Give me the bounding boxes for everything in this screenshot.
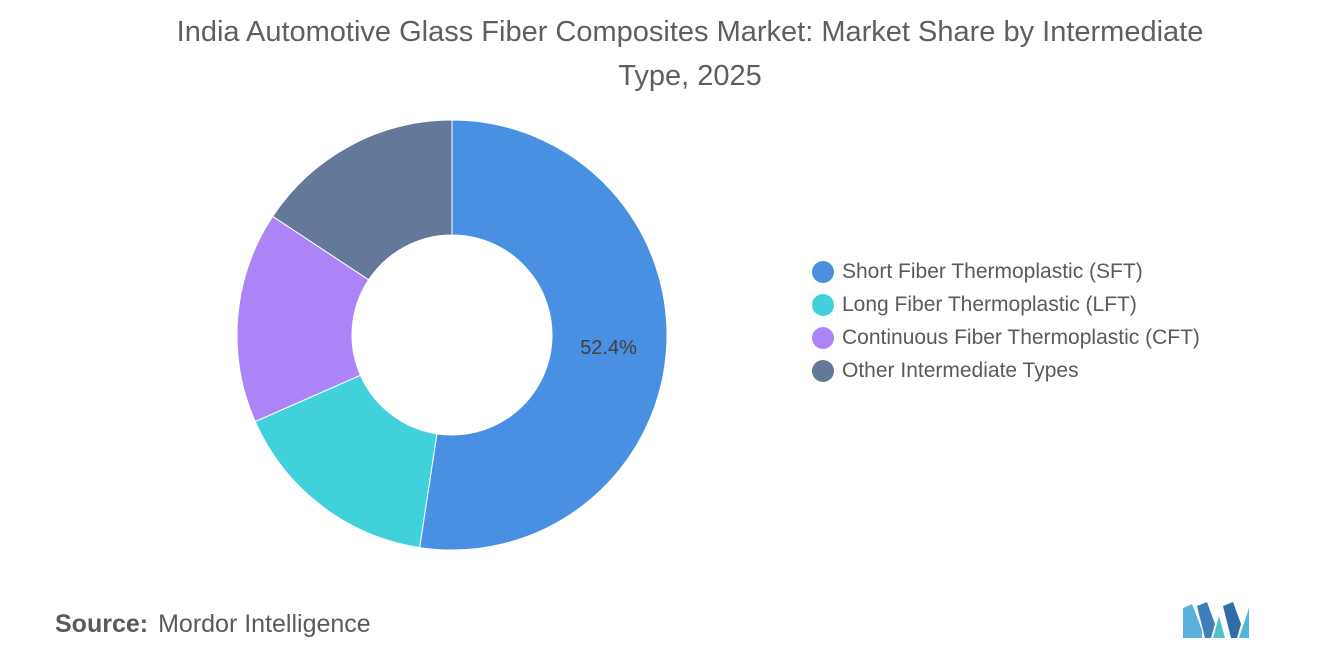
source-label: Source: xyxy=(55,610,149,638)
chart-title: India Automotive Glass Fiber Composites … xyxy=(176,16,1204,92)
donut-slice-other[interactable] xyxy=(271,119,453,281)
mordor-intelligence-logo xyxy=(1183,602,1249,638)
legend-swatch-other xyxy=(812,359,834,382)
donut-slice-sft[interactable] xyxy=(419,119,668,551)
legend-item-sft[interactable]: Short Fiber Thermoplastic (SFT) xyxy=(812,255,1200,288)
chart-legend: Short Fiber Thermoplastic (SFT) Long Fib… xyxy=(812,255,1200,387)
donut-slice-cft[interactable] xyxy=(236,215,370,423)
legend-label-sft: Short Fiber Thermoplastic (SFT) xyxy=(842,259,1143,283)
slice-label-sft: 52.4% xyxy=(580,337,637,359)
donut-slice-lft[interactable] xyxy=(254,374,438,549)
legend-label-other: Other Intermediate Types xyxy=(842,358,1079,382)
legend-swatch-sft xyxy=(812,260,834,283)
source-note: Source: Mordor Intelligence xyxy=(55,610,371,639)
legend-swatch-cft xyxy=(812,326,834,349)
legend-item-cft[interactable]: Continuous Fiber Thermoplastic (CFT) xyxy=(812,321,1200,354)
legend-item-other[interactable]: Other Intermediate Types xyxy=(812,354,1200,387)
legend-swatch-lft xyxy=(812,293,834,316)
legend-item-lft[interactable]: Long Fiber Thermoplastic (LFT) xyxy=(812,288,1200,321)
legend-label-cft: Continuous Fiber Thermoplastic (CFT) xyxy=(842,325,1200,349)
legend-label-lft: Long Fiber Thermoplastic (LFT) xyxy=(842,292,1137,316)
source-value: Mordor Intelligence xyxy=(158,610,371,638)
